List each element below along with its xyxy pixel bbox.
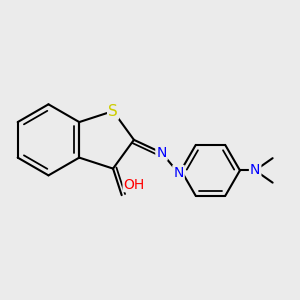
Text: S: S [108,103,118,118]
Text: N: N [156,146,167,160]
Text: N: N [250,164,260,177]
Text: OH: OH [123,178,144,192]
Text: N: N [173,166,184,180]
